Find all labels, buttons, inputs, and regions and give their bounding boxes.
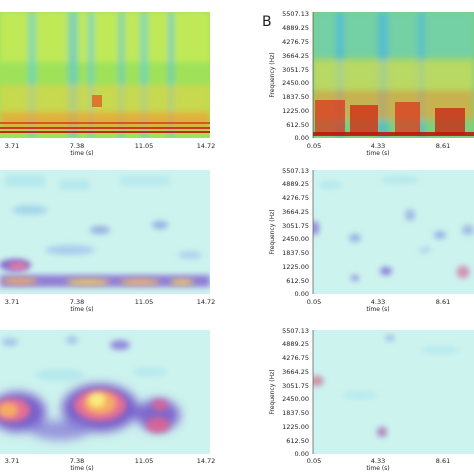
x-tick: 0.05 (307, 298, 321, 306)
y-tick: 4889.25 (282, 340, 309, 348)
x-tick: 14.72 (197, 298, 216, 306)
y-tick: 4889.25 (282, 24, 309, 32)
panel-label-b: B (262, 14, 272, 30)
y-tick: 5507.13 (282, 327, 309, 335)
y-tick: 0.00 (295, 134, 309, 142)
x-tick: 3.71 (5, 298, 19, 306)
activation-texture (5, 175, 202, 259)
spectrogram-texture (0, 12, 210, 138)
activation-hotspots (313, 376, 387, 437)
y-tick: 2450.00 (282, 235, 309, 243)
x-tick: 11.05 (135, 457, 154, 465)
panel-right-top: B 0.00 612.50 1225.00 18 (262, 10, 474, 157)
x-tick: 7.38 (70, 142, 84, 150)
x-tick: 7.38 (70, 298, 84, 306)
y-tick: 3664.25 (282, 52, 309, 60)
y-tick: 3051.75 (282, 222, 309, 230)
x-tick: 14.72 (197, 457, 216, 465)
x-tick: 8.61 (436, 457, 450, 465)
activation-hotspots (313, 221, 469, 281)
y-tick: 1837.50 (282, 93, 309, 101)
x-tick: 11.05 (135, 298, 154, 306)
y-tick: 612.50 (286, 437, 309, 445)
x-tick: 8.61 (436, 142, 450, 150)
y-tick: 1837.50 (282, 249, 309, 257)
y-tick: 1225.00 (282, 107, 309, 115)
activation-texture (342, 335, 460, 399)
y-tick: 1837.50 (282, 409, 309, 417)
y-tick: 3051.75 (282, 66, 309, 74)
y-tick: 3664.25 (282, 208, 309, 216)
y-ticks: 0.00 612.50 1225.00 1837.50 2450.00 3051… (282, 327, 309, 458)
activation-hotspots (2, 262, 194, 285)
x-axis-label: time (s) (70, 150, 93, 157)
activation-hotspots (0, 389, 170, 433)
activation-texture (2, 336, 168, 381)
y-tick: 4276.75 (282, 354, 309, 362)
y-tick: 0.00 (295, 450, 309, 458)
x-tick: 4.33 (371, 298, 385, 306)
y-tick: 3051.75 (282, 382, 309, 390)
x-tick: 4.33 (371, 142, 385, 150)
activation-texture (318, 176, 474, 253)
x-ticks: 3.71 7.38 11.05 14.72 (5, 457, 216, 465)
y-tick: 2450.00 (282, 395, 309, 403)
y-tick: 612.50 (286, 277, 309, 285)
x-tick: 8.61 (436, 298, 450, 306)
y-tick: 4276.75 (282, 194, 309, 202)
panel-right-middle: 0.00 612.50 1225.00 1837.50 2450.00 3051… (269, 167, 474, 313)
x-axis-label: time (s) (366, 150, 389, 157)
y-ticks: 0.00 612.50 1225.00 1837.50 2450.00 3051… (282, 10, 309, 142)
y-tick: 0.00 (295, 290, 309, 298)
panel-right-bottom: 0.00 612.50 1225.00 1837.50 2450.00 3051… (269, 327, 474, 472)
x-tick: 7.38 (70, 457, 84, 465)
y-tick: 3664.25 (282, 368, 309, 376)
y-tick: 2450.00 (282, 79, 309, 87)
y-tick: 1225.00 (282, 423, 309, 431)
x-tick: 3.71 (5, 457, 19, 465)
x-ticks: 0.05 4.33 8.61 (307, 142, 450, 150)
y-tick: 5507.13 (282, 10, 309, 18)
y-axis-label: Frequency (Hz) (269, 209, 276, 254)
y-tick: 4276.75 (282, 38, 309, 46)
x-ticks: 0.05 4.33 8.61 (307, 457, 450, 465)
x-tick: 0.05 (307, 142, 321, 150)
harmonic-bands (313, 100, 474, 136)
x-ticks: 3.71 7.38 11.05 14.72 (5, 298, 216, 306)
x-tick: 3.71 (5, 142, 19, 150)
panel-left-bottom: 3.71 7.38 11.05 14.72 time (s) (0, 330, 215, 472)
plot-area (313, 170, 474, 294)
panel-left-top: 3.71 7.38 11.05 14.72 time (s) (0, 12, 215, 157)
y-axis-label: Frequency (Hz) (269, 369, 276, 414)
panel-left-middle: 3.71 7.38 11.05 14.72 time (s) (0, 170, 215, 313)
y-tick: 4889.25 (282, 180, 309, 188)
y-axis-label: Frequency (Hz) (269, 52, 276, 97)
y-tick: 1225.00 (282, 263, 309, 271)
harmonic-bands (0, 95, 210, 133)
x-tick: 0.05 (307, 457, 321, 465)
x-tick: 11.05 (135, 142, 154, 150)
x-ticks: 0.05 4.33 8.61 (307, 298, 450, 306)
y-tick: 5507.13 (282, 167, 309, 175)
x-tick: 14.72 (197, 142, 216, 150)
y-tick: 612.50 (286, 121, 309, 129)
y-ticks: 0.00 612.50 1225.00 1837.50 2450.00 3051… (282, 167, 309, 298)
x-axis-label: time (s) (70, 465, 93, 472)
x-axis-label: time (s) (70, 306, 93, 313)
x-axis-label: time (s) (366, 306, 389, 313)
x-axis-label: time (s) (366, 465, 389, 472)
x-tick: 4.33 (371, 457, 385, 465)
x-ticks: 3.71 7.38 11.05 14.72 (5, 142, 216, 150)
